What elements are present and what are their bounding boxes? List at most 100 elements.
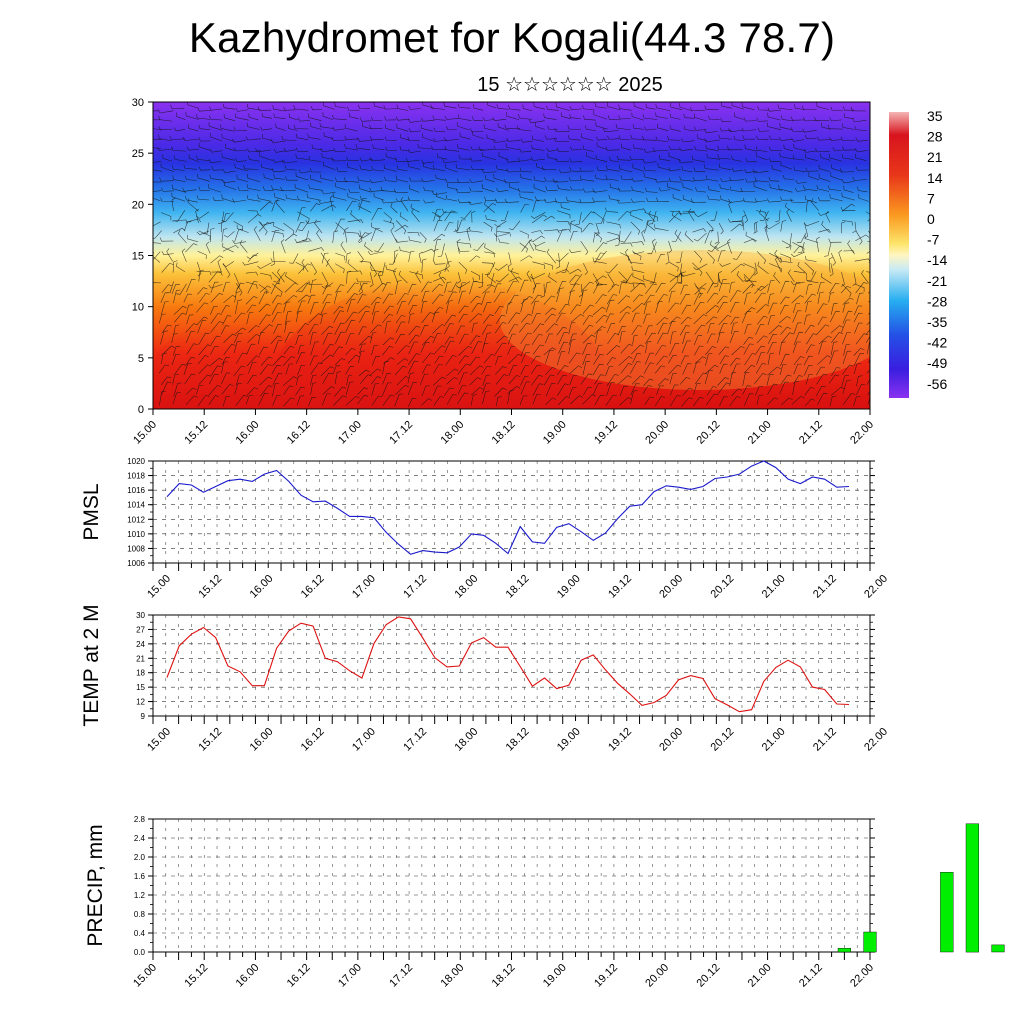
x-tick-label: 17.12 xyxy=(387,962,415,990)
wind-barb xyxy=(445,178,460,183)
wind-barb xyxy=(665,251,670,265)
wind-barb xyxy=(396,358,409,366)
wind-barb xyxy=(688,208,695,222)
wind-barb xyxy=(706,333,716,344)
wind-barb xyxy=(583,115,596,121)
wind-barb xyxy=(197,261,202,277)
wind-barb xyxy=(421,281,432,293)
wind-barb xyxy=(520,298,528,313)
wind-barb xyxy=(671,231,682,242)
wind-barb xyxy=(358,326,367,336)
wind-barb xyxy=(651,238,657,253)
wind-barb xyxy=(259,126,273,131)
wind-barb xyxy=(469,335,481,345)
wind-barb xyxy=(271,230,280,242)
wind-barb xyxy=(153,147,162,150)
wind-barb xyxy=(560,203,571,211)
wind-barb xyxy=(606,345,621,356)
wind-barb xyxy=(485,175,495,183)
wind-barb xyxy=(727,238,732,254)
wind-barb xyxy=(744,144,757,152)
wind-barb xyxy=(569,146,583,151)
wind-barb xyxy=(258,221,268,236)
wind-barb xyxy=(385,152,398,160)
wind-barb xyxy=(486,272,497,284)
wind-barb xyxy=(500,210,509,221)
wind-barb xyxy=(704,230,714,244)
wind-barb xyxy=(433,268,450,275)
wind-barb xyxy=(867,396,870,405)
wind-barb xyxy=(473,242,485,252)
wind-barb xyxy=(371,356,380,366)
wind-barb xyxy=(246,184,261,191)
wind-barb xyxy=(554,198,570,203)
wind-barb xyxy=(866,329,870,335)
wind-barb xyxy=(186,234,199,243)
x-tick-label: 20.00 xyxy=(643,962,671,990)
wind-barb xyxy=(794,187,807,192)
wind-barb xyxy=(717,250,726,262)
wind-barb xyxy=(473,104,484,111)
wind-barb xyxy=(568,322,576,335)
wind-barb xyxy=(521,240,534,252)
wind-barb xyxy=(606,357,617,366)
wind-barb xyxy=(393,268,398,283)
wind-barb xyxy=(333,306,344,315)
wind-barb xyxy=(704,138,720,143)
wind-barb xyxy=(271,168,286,173)
wind-barb xyxy=(456,122,470,131)
wind-barb xyxy=(210,306,218,316)
wind-barb xyxy=(509,182,520,191)
wind-barb xyxy=(645,187,658,193)
wind-barb xyxy=(198,269,204,282)
wind-barb xyxy=(399,146,411,152)
wind-barb xyxy=(841,192,855,201)
wind-barb xyxy=(842,350,852,365)
wind-barb xyxy=(718,314,732,326)
wind-barb xyxy=(718,270,723,283)
wind-barb xyxy=(301,258,309,273)
wind-barb xyxy=(394,280,402,295)
wind-barb xyxy=(731,167,744,172)
y-tick-label: 24 xyxy=(136,640,145,649)
wind-barb xyxy=(444,115,459,120)
wind-barb xyxy=(447,183,458,190)
wind-barb xyxy=(830,341,838,356)
wind-barb xyxy=(632,124,645,130)
wind-barb xyxy=(655,136,669,142)
wind-barb xyxy=(245,281,258,289)
wind-barb xyxy=(568,333,577,346)
wind-barb xyxy=(705,144,719,152)
wind-barb xyxy=(396,104,409,111)
wind-barb xyxy=(656,385,664,395)
wind-barb xyxy=(805,167,819,172)
wind-barb xyxy=(332,346,343,356)
wind-barb xyxy=(298,263,312,274)
wind-barb xyxy=(359,157,373,162)
wind-barb xyxy=(767,293,775,305)
wind-barb xyxy=(697,134,707,142)
wind-barb xyxy=(345,333,355,345)
y-tick-label: 0.8 xyxy=(134,910,146,919)
wind-barb xyxy=(399,246,411,253)
wind-barb xyxy=(297,323,310,334)
wind-barb xyxy=(185,195,198,203)
x-tick-label: 20.12 xyxy=(709,726,737,754)
wind-barb xyxy=(288,113,299,121)
wind-barb xyxy=(444,336,454,345)
wind-barb xyxy=(233,147,248,152)
wind-barb xyxy=(208,284,223,289)
wind-barb xyxy=(271,283,283,296)
wind-barb xyxy=(408,128,422,133)
wind-barb xyxy=(592,257,607,264)
wind-barb xyxy=(777,104,793,111)
wind-barb xyxy=(793,245,804,254)
wind-barb xyxy=(508,104,521,111)
wind-barb xyxy=(332,126,346,131)
wind-barb xyxy=(198,374,212,385)
wind-barb xyxy=(556,351,566,366)
wind-barb xyxy=(682,195,695,203)
wind-barb xyxy=(209,174,224,181)
wind-barb xyxy=(592,363,604,376)
y-tick-label: 1018 xyxy=(127,472,145,481)
